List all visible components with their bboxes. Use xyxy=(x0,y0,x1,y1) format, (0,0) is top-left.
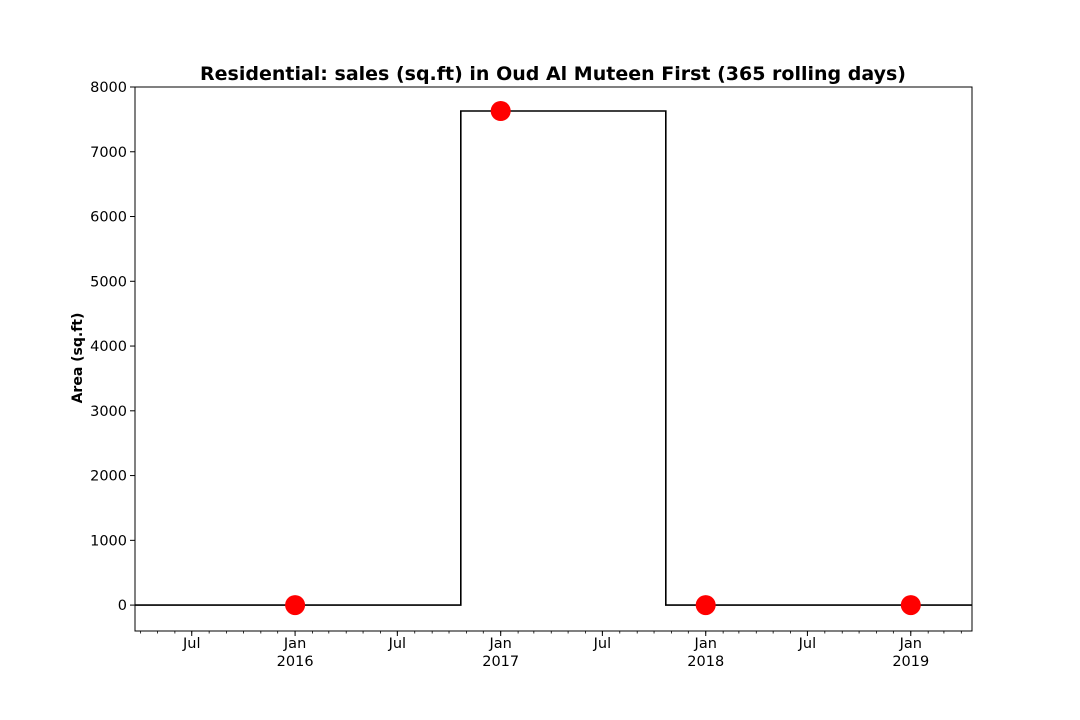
data-point xyxy=(900,595,921,616)
x-tick-label: Jul xyxy=(798,636,817,652)
x-tick-label: Jul xyxy=(388,636,407,652)
chart-title: Residential: sales (sq.ft) in Oud Al Mut… xyxy=(200,63,906,85)
plot-frame xyxy=(134,86,973,632)
y-axis-label: Area (sq.ft) xyxy=(70,313,86,404)
x-tick-year-label: 2016 xyxy=(277,654,314,670)
x-tick-label: Jan xyxy=(489,636,512,652)
y-tick-label: 1000 xyxy=(90,533,127,549)
y-tick-label: 7000 xyxy=(90,145,127,161)
data-point xyxy=(285,595,306,616)
x-tick-label: Jan xyxy=(899,636,922,652)
y-tick-label: 0 xyxy=(118,598,127,614)
x-tick-label: Jan xyxy=(283,636,306,652)
data-point xyxy=(490,101,511,121)
x-tick-year-label: 2017 xyxy=(482,654,519,670)
y-tick-label: 5000 xyxy=(90,274,127,290)
data-point xyxy=(695,595,716,616)
y-tick-label: 8000 xyxy=(90,80,127,96)
series-line xyxy=(135,110,972,606)
y-tick-label: 2000 xyxy=(90,469,127,485)
x-tick-label: Jul xyxy=(182,636,201,652)
x-tick-label: Jan xyxy=(694,636,717,652)
plot-area: 0 1000 2000 3000 4000 5000 6000 7000 8000 Jul Jan 2… xyxy=(90,80,973,670)
x-tick-year-label: 2019 xyxy=(892,654,929,670)
y-tick-label: 3000 xyxy=(90,404,127,420)
y-tick-label: 4000 xyxy=(90,339,127,355)
x-tick-label: Jul xyxy=(593,636,612,652)
x-tick-year-label: 2018 xyxy=(687,654,724,670)
y-tick-label: 6000 xyxy=(90,210,127,226)
